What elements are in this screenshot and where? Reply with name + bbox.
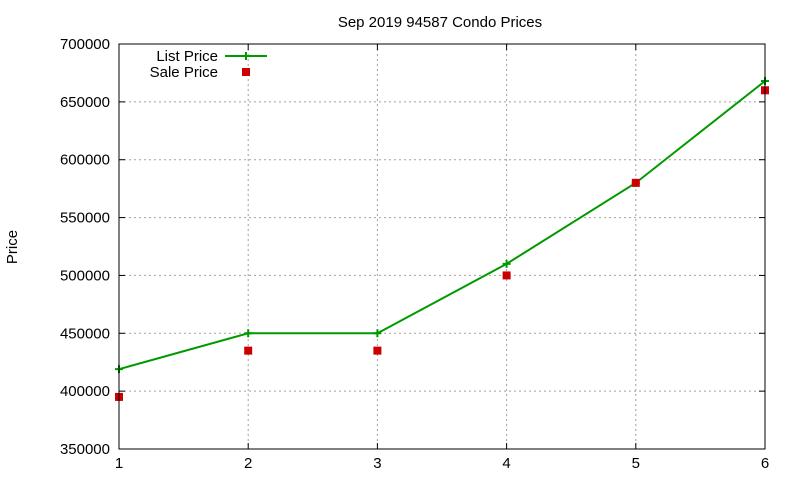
x-tick-label: 2 [244,455,252,472]
x-tick-label: 1 [115,455,123,472]
y-axis-label: Price [4,230,21,264]
legend-sample-sale-price [242,68,250,76]
y-tick-label: 450000 [60,325,110,342]
series-layer [115,77,769,401]
legend-label-list-price: List Price [156,48,218,65]
legend-sample-list-price [225,52,267,60]
data-point-sale-price [631,178,640,187]
data-point-list-price [244,329,253,338]
y-tick-label: 650000 [60,94,110,111]
y-tick-label: 700000 [60,36,110,53]
x-tick-label: 6 [761,455,769,472]
x-tick-label: 4 [502,455,510,472]
series-line-list-price [118,80,766,371]
y-tick-label: 400000 [60,383,110,400]
data-point-list-price [373,329,382,338]
legend-marker-sale-price [242,68,250,76]
ticks: 350000 400000 450000 500000 550000 600000 6500… [60,36,769,472]
y-tick-label: 600000 [60,152,110,169]
y-tick-label: 500000 [60,267,110,284]
data-point-list-price [502,259,511,268]
legend-label-sale-price: Sale Price [150,64,218,81]
chart-title: Sep 2019 94587 Condo Prices [338,14,542,31]
y-tick-label: 350000 [60,441,110,458]
series-list-price [115,77,769,374]
y-tick-label: 550000 [60,210,110,227]
legend-marker-list-price [242,52,250,60]
x-tick-label: 5 [632,455,640,472]
data-point-sale-price [502,271,511,280]
x-tick-label: 3 [373,455,381,472]
grid [119,44,765,449]
plot-frame [118,43,766,450]
data-point-sale-price [244,346,253,355]
legend: List Price Sale Price [150,48,267,81]
data-point-sale-price [373,346,382,355]
series-sale-price [115,86,769,401]
